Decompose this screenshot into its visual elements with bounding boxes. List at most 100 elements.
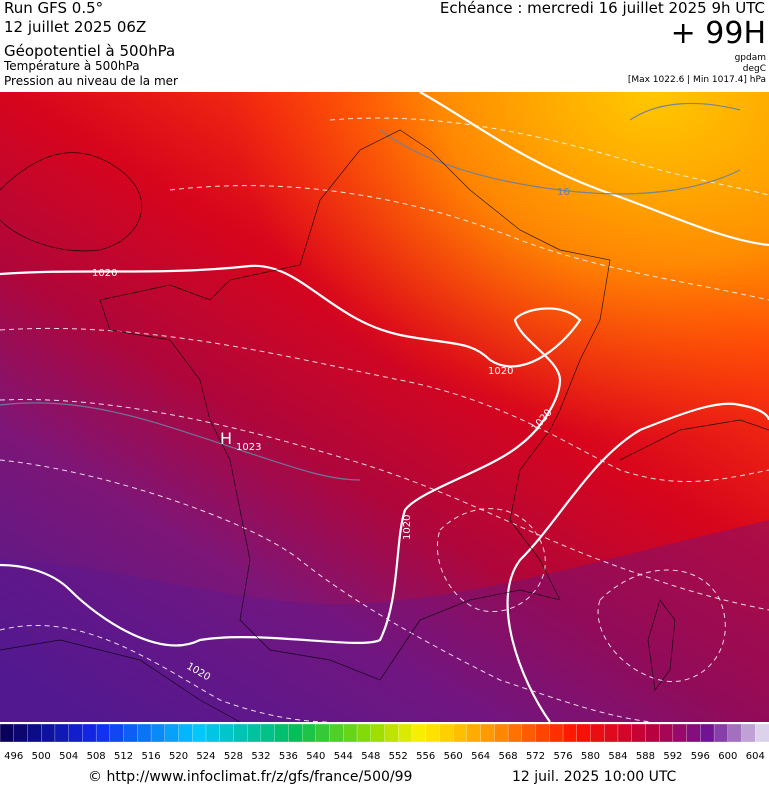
colorbar-label: 604 [746, 751, 765, 762]
colorbar-label: 540 [306, 751, 325, 762]
colorbar-swatch [631, 723, 647, 743]
colorbar-swatch [562, 723, 578, 743]
colorbar-label: 592 [663, 751, 682, 762]
colorbar-label: 576 [553, 751, 572, 762]
colorbar-label: 552 [389, 751, 408, 762]
colorbar-label: 560 [444, 751, 463, 762]
colorbar-label: 588 [636, 751, 655, 762]
colorbar-swatch [315, 723, 331, 743]
colorbar-swatch [150, 723, 166, 743]
high-pressure-marker: H [220, 429, 232, 448]
colorbar-label: 600 [718, 751, 737, 762]
colorbar-label: 516 [142, 751, 161, 762]
isobar-label: 1020 [402, 515, 413, 540]
colorbar-swatch [109, 723, 125, 743]
colorbar-swatch [755, 723, 769, 743]
colorbar-label: 580 [581, 751, 600, 762]
colorbar-swatch [453, 723, 468, 743]
colorbar-swatch [0, 723, 15, 743]
colorbar-swatch [123, 723, 138, 743]
colorbar-swatch [727, 723, 743, 743]
colorbar-label: 504 [59, 751, 78, 762]
colorbar-label: 584 [608, 751, 627, 762]
colorbar-swatch [658, 723, 674, 743]
high-pressure-value: 1023 [236, 442, 261, 453]
isobar-label: 1020 [92, 268, 117, 279]
colorbar-swatch [370, 723, 386, 743]
source-url: © http://www.infoclimat.fr/z/gfs/france/… [88, 769, 412, 785]
colorbar-swatch [645, 723, 660, 743]
colorbar-swatch [301, 723, 317, 743]
run-date: 12 juillet 2025 06Z [4, 18, 146, 36]
colorbar-swatch [713, 723, 729, 743]
timestamp: 12 juil. 2025 10:00 UTC [512, 769, 677, 785]
isotherm-label: 16 [557, 187, 570, 198]
colorbar-label: 512 [114, 751, 133, 762]
colorbar-swatch [260, 723, 276, 743]
unit: degC [743, 64, 766, 74]
pressure-range: [Max 1022.6 | Min 1017.4] hPa [628, 75, 766, 85]
colorbar-swatch [137, 723, 152, 743]
colorbar-swatch [41, 723, 56, 743]
colorbar-swatch [425, 723, 441, 743]
colorbar-swatch [672, 723, 688, 743]
isobar-label: 1020 [488, 366, 513, 377]
colorbar-swatch [507, 723, 523, 743]
colorbar-swatch [343, 723, 358, 743]
map: 1020 1020 1020 1020 1020 H 1023 16 [0, 92, 769, 722]
colorbar-swatch [535, 723, 550, 743]
colorbar-swatch [164, 723, 180, 743]
subtitle: Température à 500hPa [3, 59, 140, 73]
colorbar-label: 556 [416, 751, 435, 762]
colorbar-swatch [54, 723, 70, 743]
colorbar-swatch [549, 723, 564, 743]
forecast: Echéance : mercredi 16 juillet 2025 9h U… [440, 0, 765, 17]
colorbar-swatch [576, 723, 592, 743]
colorbar-swatch [604, 723, 619, 743]
colorbar-swatch [398, 723, 413, 743]
colorbar-swatch [480, 723, 496, 743]
colorbar-label: 500 [32, 751, 51, 762]
colorbar-swatch [384, 723, 399, 743]
run: Run GFS 0.5° [4, 0, 103, 17]
colorbar-label: 520 [169, 751, 188, 762]
subtitle: Pression au niveau de la mer [4, 74, 178, 88]
colorbar-label: 544 [334, 751, 353, 762]
colorbar-swatch [205, 723, 221, 743]
colorbar-label: 568 [499, 751, 518, 762]
colorbar-label: 532 [251, 751, 270, 762]
colorbar-label: 564 [471, 751, 490, 762]
colorbar-swatch [288, 723, 303, 743]
colorbar-swatch [700, 723, 715, 743]
colorbar: 496 500 504 508 512 516 520 524 528 532 536 540 544 5… [0, 723, 769, 762]
colorbar-swatch [356, 723, 372, 743]
colorbar-swatch [590, 723, 605, 743]
colorbar-swatch [95, 723, 111, 743]
colorbar-label: 536 [279, 751, 298, 762]
colorbar-swatch [521, 723, 537, 743]
colorbar-label: 572 [526, 751, 545, 762]
colorbar-label: 596 [691, 751, 710, 762]
colorbar-swatch [686, 723, 701, 743]
colorbar-swatch [411, 723, 427, 743]
colorbar-swatch [741, 723, 756, 743]
colorbar-swatch [233, 723, 248, 743]
colorbar-swatch [13, 723, 29, 743]
colorbar-label: 508 [87, 751, 106, 762]
colorbar-swatch [439, 723, 454, 743]
title: Géopotentiel à 500hPa [4, 42, 175, 60]
colorbar-swatch [192, 723, 207, 743]
lead-time: + 99H [671, 16, 766, 51]
unit: gpdam [735, 53, 766, 63]
colorbar-swatch [274, 723, 290, 743]
colorbar-swatch [219, 723, 235, 743]
colorbar-swatch [27, 723, 42, 743]
colorbar-swatch [494, 723, 509, 743]
colorbar-swatch [617, 723, 633, 743]
colorbar-label: 496 [4, 751, 23, 762]
colorbar-swatch [466, 723, 482, 743]
colorbar-swatch [178, 723, 193, 743]
colorbar-label: 528 [224, 751, 243, 762]
colorbar-swatch [329, 723, 344, 743]
